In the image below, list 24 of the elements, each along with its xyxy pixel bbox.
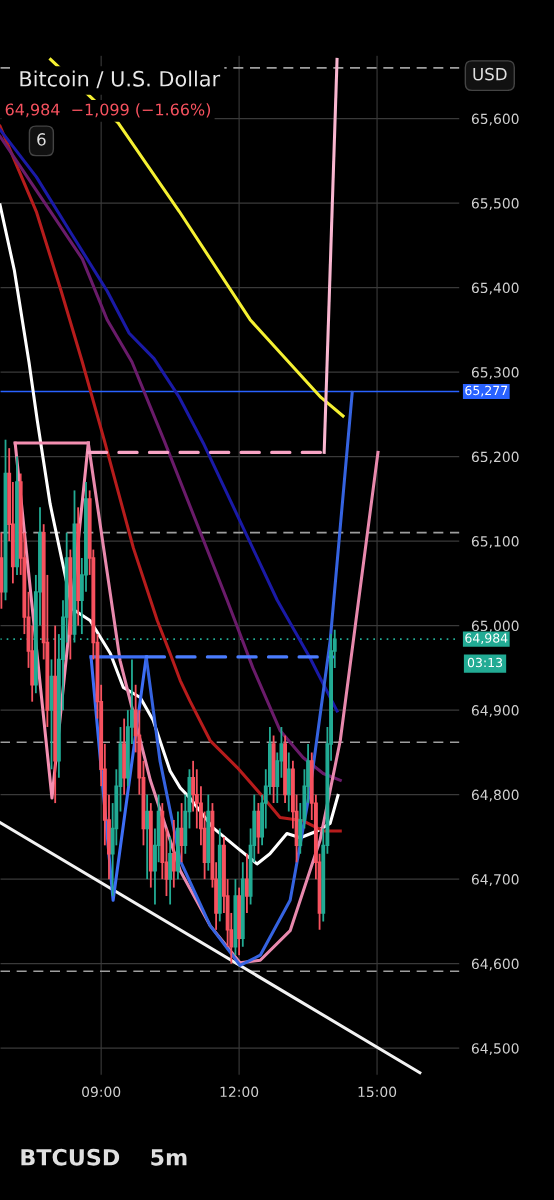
y-tick-label: 64,500 bbox=[471, 1043, 519, 1056]
y-tick-label: 64,800 bbox=[471, 789, 519, 802]
text: BTCUSD bbox=[21, 1148, 120, 1166]
text: 64,984 −1,099 (−1.66%) bbox=[5, 103, 211, 118]
y-tick-label: 65,300 bbox=[471, 367, 519, 379]
annotation: 6 bbox=[37, 133, 46, 146]
y-tick-label: 65,400 bbox=[471, 282, 519, 295]
x-tick-label: 12:00 bbox=[220, 1086, 259, 1098]
text: 03:13 bbox=[467, 657, 503, 668]
y-tick-label: 65,000 bbox=[471, 620, 519, 633]
text: Bitcoin / U.S. Dollar bbox=[20, 70, 221, 89]
ref-line-label: 65,277 bbox=[465, 385, 508, 397]
x-tick-label: 15:00 bbox=[358, 1086, 397, 1098]
y-tick-label: 64,700 bbox=[471, 874, 519, 887]
y-tick-label: 64,900 bbox=[471, 705, 519, 718]
y-tick-label: 65,100 bbox=[471, 536, 519, 549]
text: USD bbox=[473, 67, 507, 81]
text: 5m bbox=[151, 1149, 187, 1166]
ref-line-label: 64,984 bbox=[465, 633, 508, 645]
y-tick-label: 65,200 bbox=[471, 451, 519, 464]
y-tick-label: 65,500 bbox=[471, 198, 519, 210]
x-tick-label: 09:00 bbox=[82, 1086, 121, 1098]
y-tick-label: 65,600 bbox=[471, 113, 519, 126]
y-tick-label: 64,600 bbox=[471, 958, 519, 971]
